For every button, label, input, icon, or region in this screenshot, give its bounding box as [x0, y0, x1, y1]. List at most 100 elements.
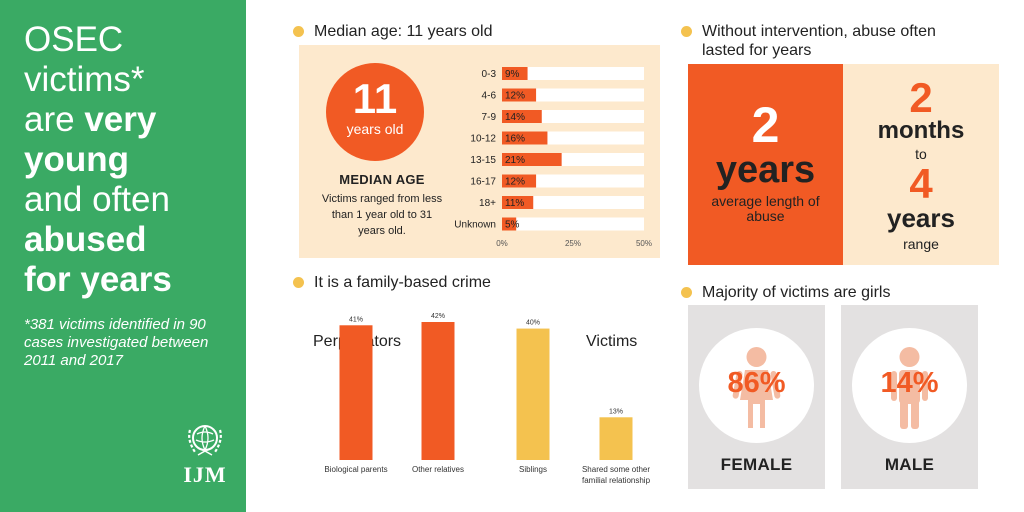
female-percent: 86%: [727, 367, 786, 399]
gender-header: Majority of victims are girls: [681, 283, 890, 302]
age-bar: [502, 174, 537, 188]
female-box: 86% FEMALE: [688, 305, 825, 489]
bullet-dot-icon: [293, 26, 304, 37]
family-bar: [516, 328, 550, 460]
age-x-tick-label: 25%: [565, 239, 581, 248]
headline-line-2: victims*: [24, 60, 145, 99]
headline-line-1: OSEC: [24, 20, 124, 59]
median-age-circle: 11 years old: [326, 63, 424, 161]
age-category-label: 0-3: [482, 69, 497, 80]
range-to-word: to: [915, 146, 927, 162]
family-category-label: Biological parents: [324, 465, 387, 474]
median-age-header-text: Median age: 11 years old: [314, 23, 493, 40]
family-bar: [339, 325, 373, 460]
median-age-unit: years old: [346, 121, 404, 137]
bullet-dot-icon: [681, 287, 692, 298]
duration-header-text: Without intervention, abuse often lasted…: [702, 23, 936, 59]
bullet-dot-icon: [293, 277, 304, 288]
female-label: FEMALE: [720, 455, 793, 474]
range-from-number: 2: [909, 74, 933, 121]
age-distribution-chart: 0-3 9% 4-6 12% 7-9 14% 10-12 16% 13-15 21% 16-17 12…: [454, 67, 652, 248]
age-bar-track: [502, 174, 644, 188]
age-x-tick-label: 50%: [636, 239, 652, 248]
median-age-header: Median age: 11 years old: [293, 22, 492, 41]
female-circle: 86%: [699, 328, 814, 443]
footnote: *381 victims identified in 90 cases inve…: [24, 316, 209, 369]
median-age-title: MEDIAN AGE: [339, 172, 425, 187]
bullet-dot-icon: [681, 26, 692, 37]
average-duration-box: 2 years average length of abuse: [688, 64, 843, 265]
headline-line-7-text: for years: [24, 260, 172, 299]
duration-header: Without intervention, abuse often lasted…: [681, 22, 981, 60]
range-label: range: [903, 236, 939, 252]
age-x-tick-label: 0%: [496, 239, 508, 248]
gender-header-text: Majority of victims are girls: [702, 284, 891, 301]
victims-group-label: Victims: [586, 333, 637, 350]
age-bar: [502, 217, 517, 231]
family-bar: [421, 322, 455, 460]
male-label: MALE: [884, 455, 935, 474]
average-duration-note: average length of abuse: [711, 193, 820, 224]
headline-line-5: and often: [24, 180, 170, 219]
headline: OSEC victims* are very young and often a…: [24, 20, 239, 300]
median-age-description: Victims ranged from less than 1 year old…: [321, 193, 443, 237]
headline-line-3a: are: [24, 100, 85, 139]
age-category-label: 13-15: [470, 155, 496, 166]
range-to-unit: years: [887, 203, 955, 233]
globe-wreath-icon: [188, 425, 222, 456]
age-category-label: 10-12: [470, 134, 496, 145]
male-figure-icon: [891, 347, 928, 429]
age-bar: [502, 67, 528, 80]
age-bar-value-label: 21%: [505, 155, 525, 166]
family-category-label: Shared some other familial relationship: [582, 465, 651, 485]
age-bar: [502, 196, 534, 209]
family-relationship-chart: PerpetratorsVictims41%42%40%13%Biologica…: [313, 313, 651, 485]
left-panel: OSEC victims* are very young and often a…: [0, 0, 246, 512]
family-bar: [599, 417, 633, 460]
age-bar-value-label: 12%: [505, 177, 525, 188]
age-bar-value-label: 11%: [505, 198, 524, 209]
age-bar-track: [502, 88, 644, 102]
male-percent: 14%: [880, 367, 939, 399]
headline-line-3: are very: [24, 100, 239, 140]
headline-line-4-text: young: [24, 140, 129, 179]
family-bar-value-label: 40%: [526, 320, 540, 327]
average-duration-unit: years: [715, 149, 816, 191]
family-header-text: It is a family-based crime: [314, 274, 491, 291]
age-bar-value-label: 5%: [505, 220, 520, 231]
age-category-label: 16-17: [470, 177, 496, 188]
family-header: It is a family-based crime: [293, 273, 491, 292]
family-category-label: Other relatives: [412, 465, 464, 474]
median-age-panel: 11 years old MEDIAN AGE Victims ranged f…: [299, 45, 660, 258]
age-bar: [502, 110, 542, 123]
headline-line-6: abused: [24, 220, 239, 260]
age-bar-track: [502, 67, 644, 80]
age-category-label: Unknown: [454, 220, 496, 231]
age-bar-value-label: 12%: [505, 91, 525, 102]
female-figure-icon: [732, 347, 781, 428]
logo-text: IJM: [183, 462, 227, 487]
family-bar-value-label: 42%: [431, 313, 445, 320]
headline-line-4: young: [24, 140, 239, 180]
headline-line-6-text: abused: [24, 220, 147, 259]
age-bar-value-label: 14%: [505, 112, 525, 123]
male-box: 14% MALE: [841, 305, 978, 489]
family-category-label: Siblings: [519, 465, 547, 474]
age-category-label: 7-9: [482, 112, 497, 123]
duration-range-box: 2 months to 4 years range: [843, 64, 999, 265]
family-bar-value-label: 13%: [609, 408, 623, 415]
age-bar-track: [502, 196, 644, 209]
ijm-logo: IJM: [180, 416, 230, 490]
family-bar-value-label: 41%: [349, 316, 363, 323]
age-bar-track: [502, 217, 644, 231]
age-bar: [502, 88, 537, 102]
range-to-number: 4: [909, 160, 933, 207]
headline-line-3b: very: [84, 100, 157, 139]
age-bar-value-label: 9%: [505, 69, 520, 80]
age-bar: [502, 131, 548, 145]
median-age-number: 11: [352, 75, 398, 122]
age-bar: [502, 153, 562, 166]
range-from-unit: months: [877, 117, 965, 144]
age-category-label: 18+: [479, 198, 496, 209]
average-duration-number: 2: [751, 97, 780, 153]
